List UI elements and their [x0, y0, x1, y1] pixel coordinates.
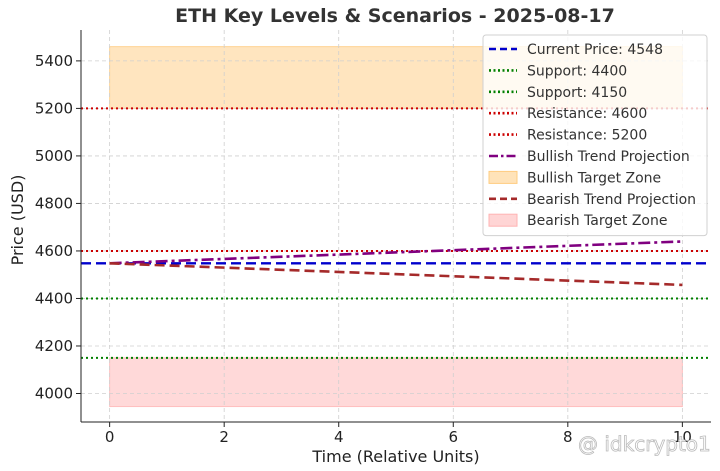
horizontal-lines-layer — [81, 107, 711, 359]
y-tick-label: 5200 — [35, 99, 73, 117]
legend: Current Price: 4548 Support: 4400 Support:… — [482, 34, 708, 237]
x-tick-label: 0 — [105, 428, 115, 446]
chart-title: ETH Key Levels & Scenarios - 2025-08-17 — [175, 5, 615, 27]
watermark-text: @ idkcrypto1 — [578, 432, 711, 456]
watermark: @ idkcrypto1 — [578, 432, 712, 457]
series-layer — [109, 240, 683, 287]
x-tick-label: 8 — [563, 428, 573, 446]
axes-layer — [80, 30, 711, 423]
y-tick-label: 5000 — [35, 147, 73, 165]
y-tick-label: 4400 — [35, 289, 73, 307]
y-tick-label: 5400 — [35, 52, 73, 70]
x-tick-label: 4 — [334, 428, 344, 446]
legend-item-label: Resistance: 5200 — [527, 128, 647, 144]
ticks-layer: 0 2 4 6 8 10 4000 4200 4400 4600 4800 5000 5200 5400 — [35, 52, 692, 446]
legend-swatch — [488, 170, 518, 184]
legend-item-label: Bullish Trend Projection — [527, 149, 690, 165]
x-tick-label: 2 — [219, 428, 229, 446]
y-tick-label: 4800 — [35, 194, 73, 212]
y-axis-label: Price (USD) — [8, 175, 27, 266]
y-tick-label: 4200 — [35, 337, 73, 355]
legend-box — [482, 34, 708, 237]
y-tick-label: 4600 — [35, 242, 73, 260]
x-axis-label: Time (Relative Units) — [311, 447, 479, 466]
legend-item-label: Current Price: 4548 — [527, 42, 663, 58]
legend-item-label: Bullish Target Zone — [527, 170, 661, 186]
bullish-trend-line — [109, 240, 683, 265]
legend-item-label: Support: 4400 — [527, 63, 627, 79]
zone-bearish — [109, 357, 683, 408]
legend-item-label: Support: 4150 — [527, 85, 627, 101]
x-tick-label: 6 — [448, 428, 458, 446]
legend-item-label: Bearish Trend Projection — [527, 192, 696, 208]
x-tick-label: 10 — [673, 428, 692, 446]
y-tick-label: 4000 — [35, 384, 73, 402]
legend-item-label: Bearish Target Zone — [527, 213, 667, 229]
bearish-trend-line — [109, 262, 683, 287]
legend-swatch — [488, 213, 518, 227]
legend-item-label: Resistance: 4600 — [527, 106, 647, 122]
